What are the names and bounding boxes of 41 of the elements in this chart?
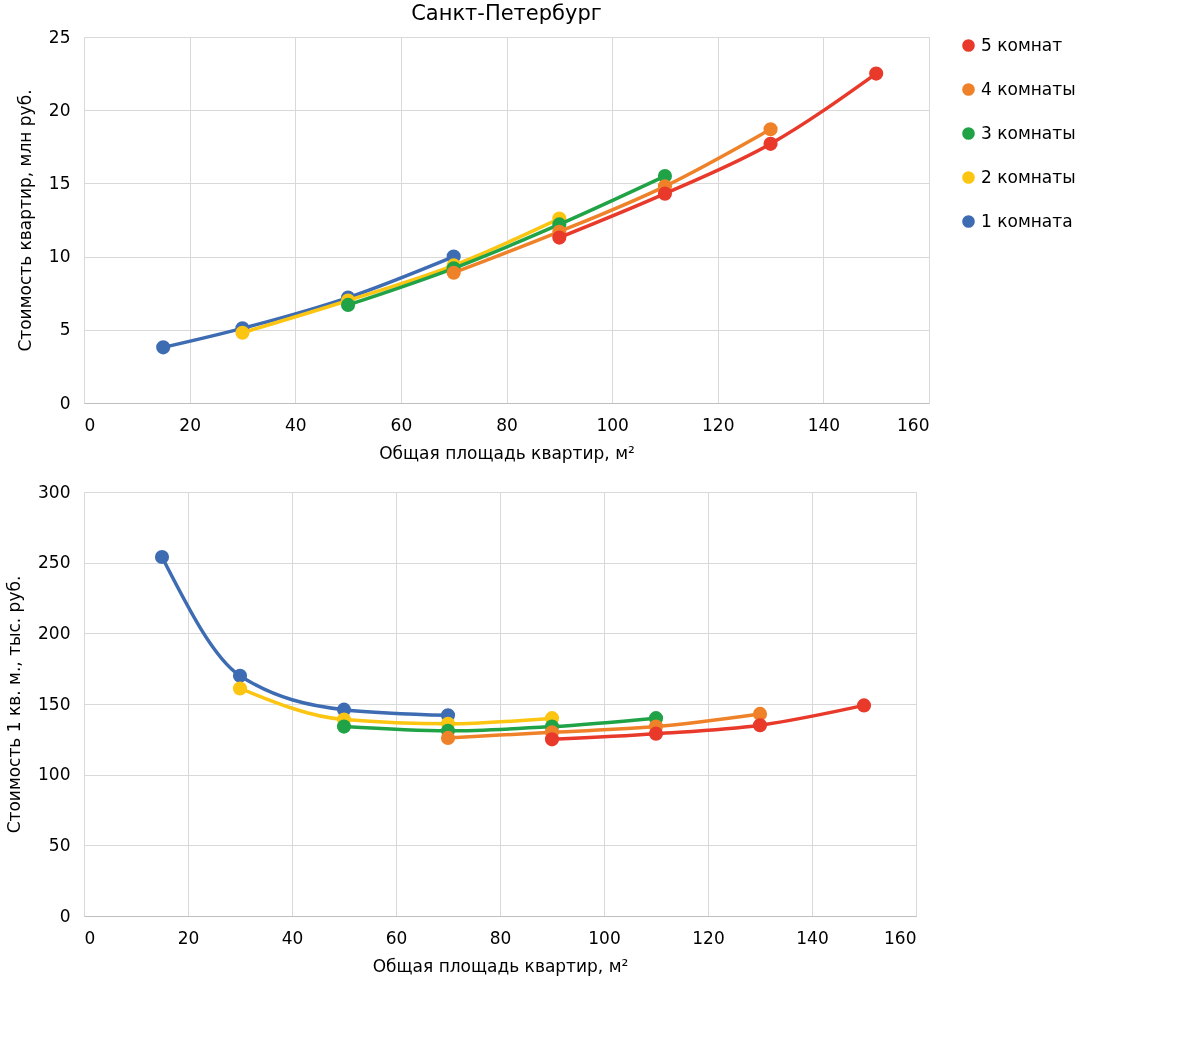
x-tick-label: 100 xyxy=(596,414,629,435)
x-tick-label: 0 xyxy=(84,414,96,435)
x-tick-label: 0 xyxy=(84,927,96,948)
x-tick-label: 160 xyxy=(884,927,917,948)
y-tick-label: 25 xyxy=(48,26,71,47)
legend-label: 1 комната xyxy=(981,210,1073,231)
y-tick-label: 200 xyxy=(38,622,71,643)
x-tick-label: 60 xyxy=(390,414,413,435)
y-tick-label: 150 xyxy=(38,693,71,714)
x-tick-label: 140 xyxy=(807,414,841,435)
y-tick-label: 15 xyxy=(48,172,71,193)
x-tick-label: 100 xyxy=(588,927,621,948)
x-tick-label: 160 xyxy=(897,414,930,435)
x-tick-label: 120 xyxy=(702,414,735,435)
y-tick-label: 20 xyxy=(48,99,71,120)
x-tick-label: 40 xyxy=(281,927,304,948)
y-tick-label: 0 xyxy=(59,905,71,926)
x-tick-label: 20 xyxy=(179,414,201,435)
y-axis-title: Стоимость квартир, млн руб. xyxy=(14,89,35,352)
y-tick-label: 50 xyxy=(48,834,71,855)
y-tick-label: 100 xyxy=(38,764,71,785)
y-tick-label: 250 xyxy=(38,552,71,573)
x-tick-label: 80 xyxy=(496,414,518,435)
x-axis-title: Общая площадь квартир, м² xyxy=(372,955,629,976)
x-tick-label: 80 xyxy=(489,927,512,948)
y-tick-label: 0 xyxy=(59,392,71,413)
x-tick-label: 40 xyxy=(284,414,307,435)
x-axis-title: Общая площадь квартир, м² xyxy=(379,442,635,463)
x-tick-label: 20 xyxy=(177,927,200,948)
chart-title: Санкт-Петербург xyxy=(411,1,602,25)
legend-label: 5 комнат xyxy=(981,34,1063,55)
legend-label: 2 комнаты xyxy=(981,166,1076,187)
legend-label: 3 комнаты xyxy=(981,122,1076,143)
y-tick-label: 10 xyxy=(48,246,71,267)
x-tick-label: 120 xyxy=(692,927,725,948)
y-tick-label: 5 xyxy=(59,319,71,340)
y-tick-label: 300 xyxy=(38,481,71,502)
x-tick-label: 60 xyxy=(385,927,408,948)
legend-label: 4 комнаты xyxy=(981,78,1076,99)
x-tick-label: 140 xyxy=(796,927,829,948)
y-axis-title: Стоимость 1 кв. м., тыс. руб. xyxy=(4,575,25,834)
